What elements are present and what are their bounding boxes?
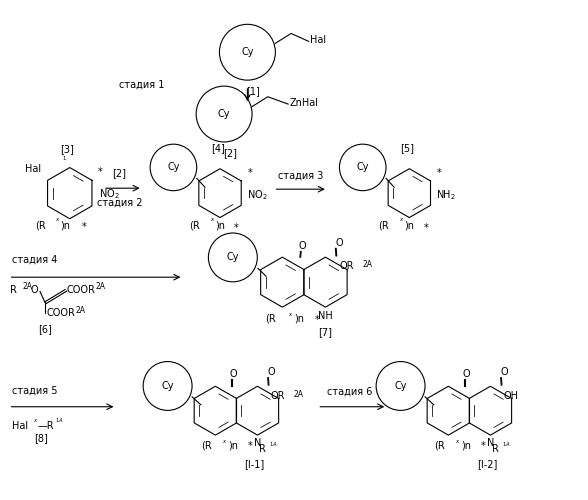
Text: Cy: Cy bbox=[226, 252, 239, 262]
Text: $^{1A}$: $^{1A}$ bbox=[269, 442, 278, 451]
Text: OH: OH bbox=[504, 391, 519, 401]
Text: [2]: [2] bbox=[112, 168, 126, 178]
Text: Hal: Hal bbox=[12, 420, 28, 430]
Text: R: R bbox=[492, 444, 499, 454]
Text: $^{1A}$: $^{1A}$ bbox=[502, 442, 511, 451]
Text: *: * bbox=[315, 314, 319, 324]
Text: O: O bbox=[501, 367, 508, 377]
Text: $^x$: $^x$ bbox=[209, 217, 215, 226]
Text: N: N bbox=[487, 438, 494, 448]
Text: )n: )n bbox=[294, 314, 304, 324]
Text: (R: (R bbox=[379, 220, 389, 230]
Text: R: R bbox=[259, 444, 266, 454]
Text: )n: )n bbox=[405, 220, 415, 230]
Text: Cy: Cy bbox=[241, 47, 253, 57]
Text: 2A: 2A bbox=[362, 260, 373, 268]
Text: $^x$: $^x$ bbox=[33, 418, 38, 426]
Text: $^x$: $^x$ bbox=[288, 312, 293, 320]
Text: COOR: COOR bbox=[46, 308, 75, 318]
Text: (R: (R bbox=[35, 220, 45, 230]
Text: *: * bbox=[98, 168, 102, 177]
Text: Cy: Cy bbox=[395, 381, 407, 391]
Text: стадия 1: стадия 1 bbox=[119, 80, 165, 90]
Text: [I-2]: [I-2] bbox=[477, 460, 497, 469]
Text: NO$_2$: NO$_2$ bbox=[99, 187, 119, 201]
Text: $^{1A}$: $^{1A}$ bbox=[55, 418, 64, 426]
Text: )n: )n bbox=[228, 440, 238, 450]
Text: O: O bbox=[299, 241, 306, 251]
Text: Cy: Cy bbox=[356, 162, 369, 172]
Text: (R: (R bbox=[434, 440, 445, 450]
Text: (R: (R bbox=[201, 440, 212, 450]
Text: $^x$: $^x$ bbox=[455, 438, 460, 447]
Text: 2A: 2A bbox=[76, 306, 86, 315]
Text: (R: (R bbox=[189, 220, 200, 230]
Text: O: O bbox=[463, 369, 470, 379]
Text: OR: OR bbox=[339, 261, 354, 271]
Text: $^x$: $^x$ bbox=[55, 217, 61, 226]
Text: стадия 5: стадия 5 bbox=[12, 386, 57, 396]
Text: $^x$: $^x$ bbox=[222, 438, 228, 447]
Text: стадия 3: стадия 3 bbox=[278, 171, 323, 181]
Text: COOR: COOR bbox=[66, 284, 95, 294]
Text: NH$_2$: NH$_2$ bbox=[436, 188, 456, 202]
Text: [7]: [7] bbox=[319, 327, 332, 337]
Text: Hal: Hal bbox=[310, 35, 326, 45]
Text: *: * bbox=[248, 168, 252, 178]
Text: [I-1]: [I-1] bbox=[245, 460, 265, 469]
Text: 2A: 2A bbox=[293, 390, 303, 399]
Text: —R: —R bbox=[38, 420, 54, 430]
Text: *: * bbox=[480, 441, 485, 451]
Text: *: * bbox=[423, 223, 428, 233]
Text: [5]: [5] bbox=[400, 144, 415, 154]
Text: )n: )n bbox=[61, 220, 71, 230]
Text: стадия 6: стадия 6 bbox=[327, 387, 372, 397]
Text: стадия 4: стадия 4 bbox=[12, 255, 57, 265]
Text: )n: )n bbox=[215, 220, 225, 230]
Text: NO$_2$: NO$_2$ bbox=[247, 188, 268, 202]
Text: [6]: [6] bbox=[38, 324, 52, 334]
Text: Cy: Cy bbox=[218, 109, 230, 119]
Text: R: R bbox=[10, 284, 16, 294]
Text: (R: (R bbox=[265, 314, 276, 324]
Text: *: * bbox=[81, 222, 86, 232]
Text: Cy: Cy bbox=[161, 381, 174, 391]
Text: O: O bbox=[31, 284, 38, 294]
Text: [8]: [8] bbox=[34, 434, 48, 444]
Text: $^1$: $^1$ bbox=[62, 155, 66, 164]
Text: O: O bbox=[335, 238, 343, 248]
Text: *: * bbox=[248, 441, 252, 451]
Text: 2A: 2A bbox=[96, 282, 106, 291]
Text: $^x$: $^x$ bbox=[399, 217, 404, 226]
Text: Hal: Hal bbox=[25, 164, 41, 174]
Text: Cy: Cy bbox=[167, 162, 180, 172]
Text: OR: OR bbox=[271, 391, 285, 401]
Text: 2A: 2A bbox=[22, 282, 32, 291]
Text: *: * bbox=[437, 168, 442, 178]
Text: [2]: [2] bbox=[223, 148, 237, 158]
Text: [4]: [4] bbox=[211, 144, 225, 154]
Text: )n: )n bbox=[461, 440, 471, 450]
Text: стадия 2: стадия 2 bbox=[96, 198, 142, 208]
Text: N: N bbox=[254, 438, 261, 448]
Text: [3]: [3] bbox=[60, 144, 74, 154]
Text: O: O bbox=[230, 369, 238, 379]
Text: NH: NH bbox=[318, 311, 333, 321]
Text: O: O bbox=[268, 367, 275, 377]
Text: *: * bbox=[234, 223, 239, 233]
Text: ZnHal: ZnHal bbox=[289, 98, 318, 108]
Text: [1]: [1] bbox=[246, 86, 260, 96]
